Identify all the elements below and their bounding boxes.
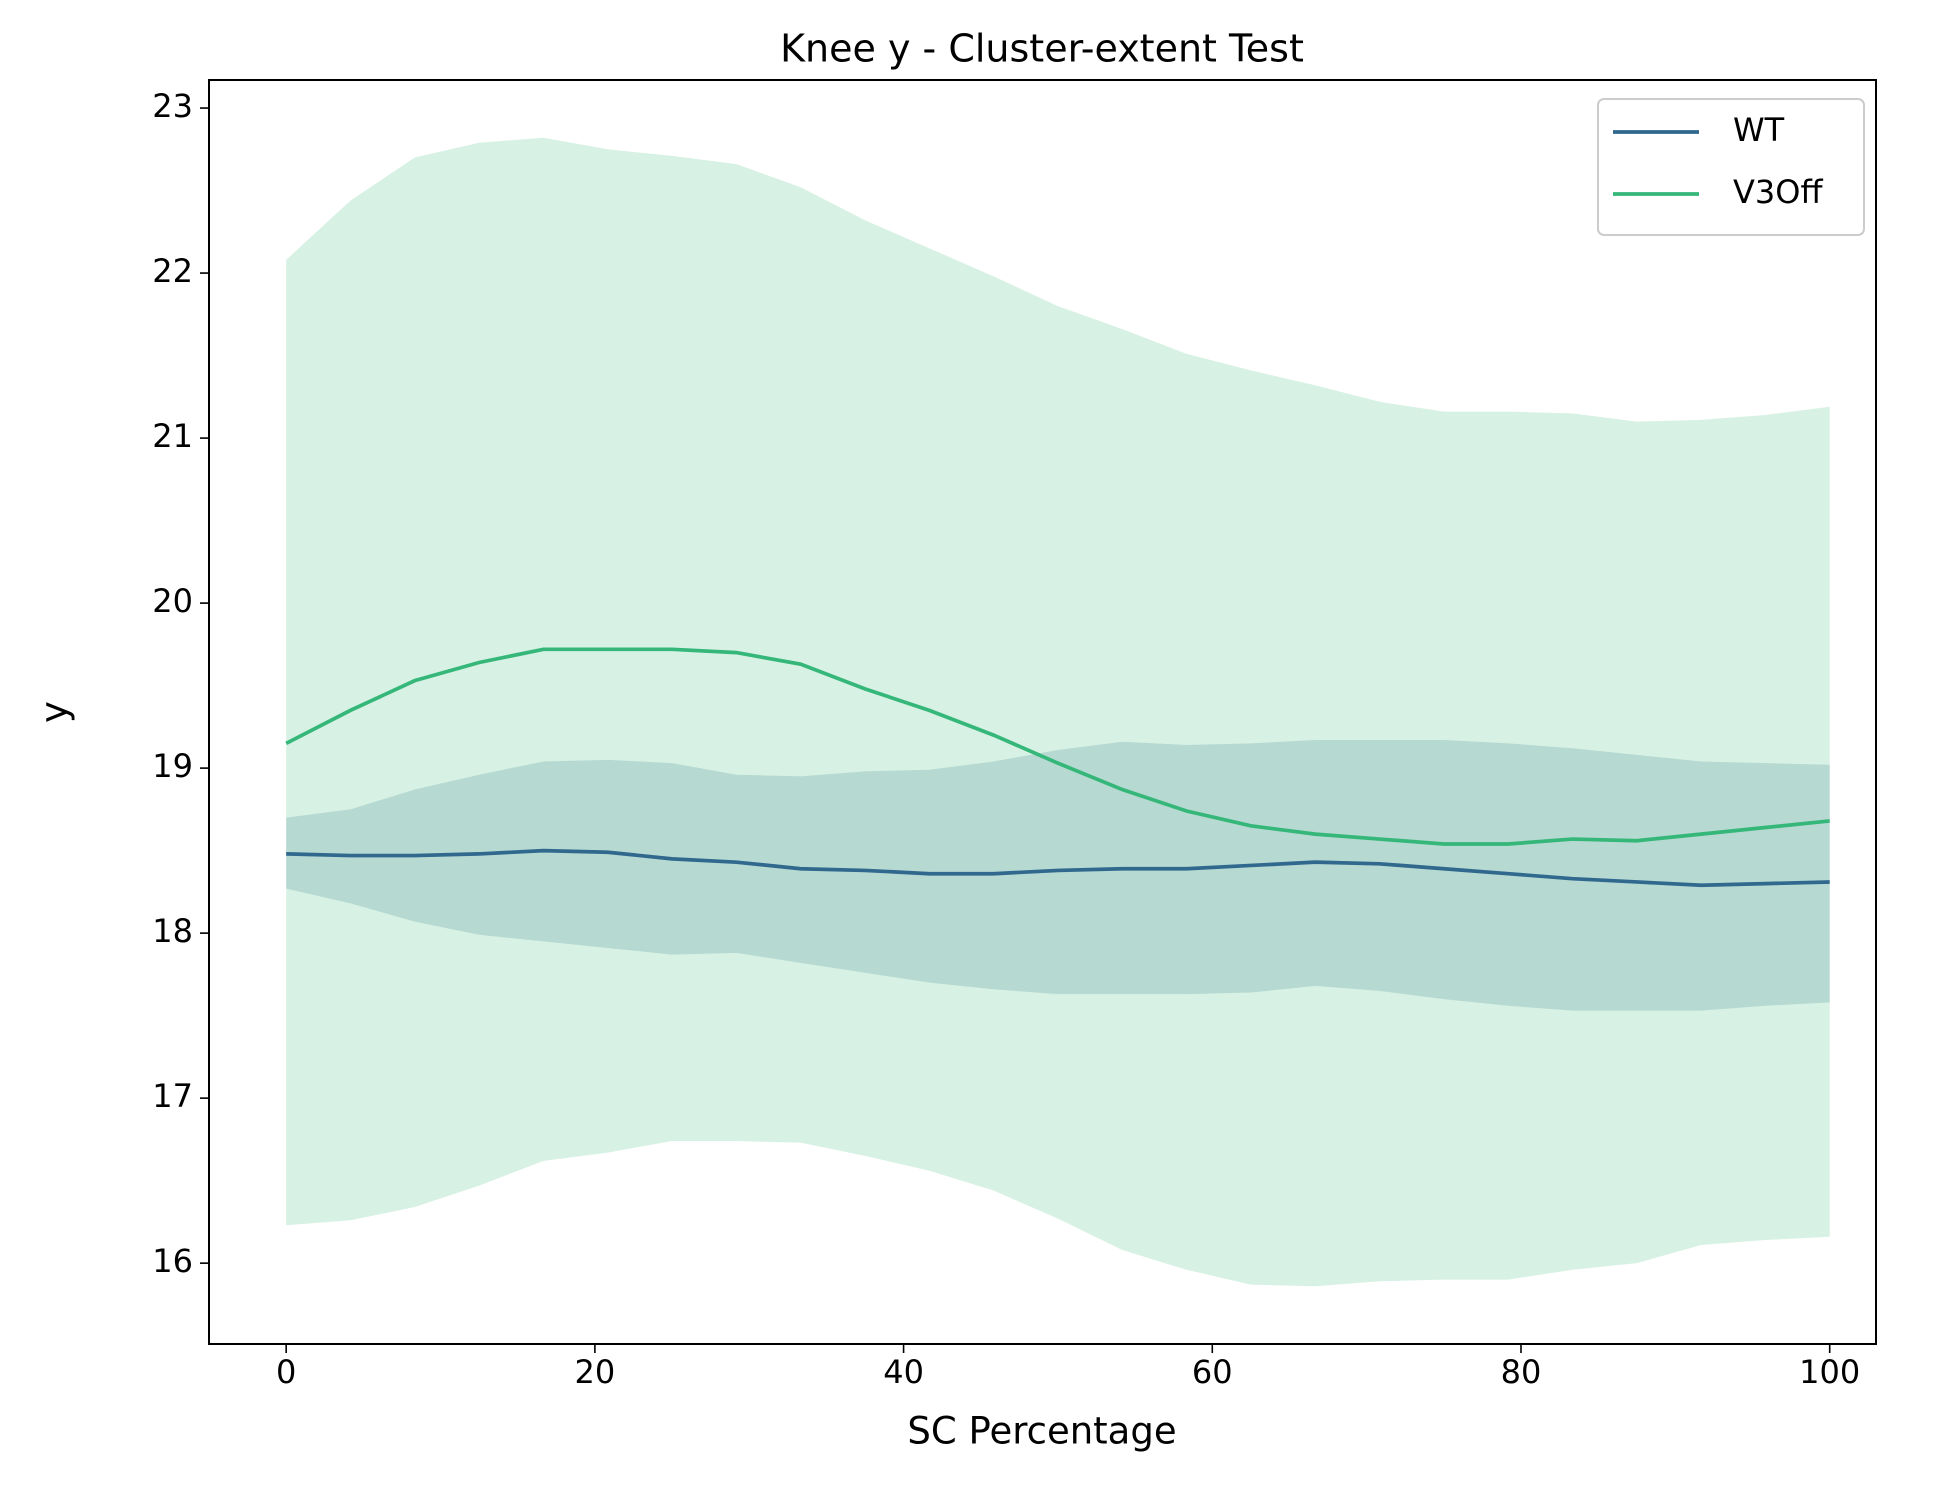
legend-label: V3Off (1733, 173, 1823, 211)
y-tick-label: 22 (152, 252, 193, 290)
y-tick-label: 19 (152, 747, 193, 785)
confidence-band (286, 137, 1830, 1287)
y-tick-label: 16 (152, 1242, 193, 1280)
y-tick-label: 23 (152, 87, 193, 125)
line (286, 848, 1830, 888)
line (285, 647, 1830, 846)
x-tick-label: 80 (1501, 1353, 1542, 1391)
x-tick-label: 20 (575, 1353, 616, 1391)
x-tick-label: 40 (883, 1353, 924, 1391)
y-axis-label: y (33, 701, 76, 723)
y-tick-label: 18 (152, 912, 193, 950)
x-tick-label: 100 (1799, 1353, 1860, 1391)
x-tick-label: 0 (276, 1353, 296, 1391)
confidence-band (286, 740, 1830, 1011)
x-axis-label: SC Percentage (907, 1410, 1176, 1453)
x-tick-label: 60 (1192, 1353, 1233, 1391)
legend-label: WT (1733, 111, 1785, 149)
legend-box (1597, 98, 1865, 236)
legend: WT V3Off (1597, 98, 1865, 236)
y-tick-label: 20 (152, 582, 193, 620)
y-tick-label: 21 (152, 417, 193, 455)
plot-frame (208, 79, 1877, 1345)
chart-title: Knee y - Cluster-extent Test (780, 27, 1304, 71)
y-tick-label: 17 (152, 1077, 193, 1115)
